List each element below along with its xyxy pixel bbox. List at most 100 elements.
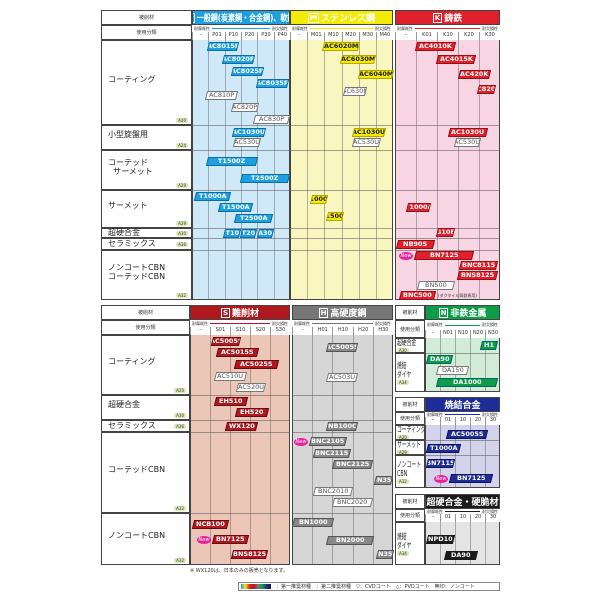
grade-chip[interactable]: AC820P — [476, 85, 497, 94]
grade-chip[interactable]: AC5005S — [445, 430, 489, 439]
grade-chip[interactable]: BNS8125 — [230, 550, 269, 559]
row-divider — [190, 395, 290, 396]
material-header-label: 被削材 — [395, 305, 425, 320]
wear-toughness-scale: 耐摩耗性 耐欠損性 — [425, 509, 500, 514]
grade-chip[interactable]: AC510U — [213, 372, 248, 381]
grade-chip[interactable]: BN350 — [373, 476, 394, 485]
grade-chip[interactable]: BNC8115 — [458, 261, 499, 270]
grade-chip[interactable]: WX120 — [224, 422, 259, 431]
scale-arrow — [312, 323, 373, 324]
row-label-cell: ノンコート CBN A32 — [395, 455, 425, 488]
grade-chip[interactable]: AC5015S — [215, 348, 260, 357]
grade-chip[interactable]: AC820P — [230, 103, 260, 112]
grade-chip[interactable]: AC630M — [342, 87, 368, 96]
grade-chip[interactable]: AC420K — [457, 70, 492, 79]
grade-chip[interactable]: BNC2125 — [331, 460, 374, 469]
grade-chip[interactable]: EH510 — [213, 397, 249, 406]
grade-chip[interactable]: AC520U — [235, 383, 267, 392]
grade-chip[interactable]: BNS8125 — [456, 271, 499, 280]
grade-chip[interactable]: AC830P — [252, 115, 291, 124]
grade-chip[interactable]: T1000A — [193, 192, 232, 201]
grade-chip[interactable]: BN7125 — [448, 474, 494, 483]
p-steel-title: 一般鋼(炭素鋼・合金鋼)、軟鋼 — [196, 14, 290, 24]
grade-chip[interactable]: NB90S — [395, 240, 436, 249]
grade-name: T1000A — [429, 444, 458, 452]
grade-chip[interactable]: BNC2115 — [312, 449, 352, 458]
grade-chip[interactable]: EH520 — [234, 408, 270, 417]
grade-chip[interactable]: BN7125 — [413, 251, 475, 260]
toughness-label: 耐欠損性 — [272, 25, 288, 31]
row-divider — [190, 420, 290, 421]
grade-chip[interactable]: BNC2010 — [312, 487, 354, 496]
grade-chip[interactable]: G10E — [435, 228, 456, 237]
grade-chip[interactable]: H1 — [479, 341, 499, 350]
grade-chip[interactable]: NPD10 — [425, 535, 456, 544]
grade-chip[interactable]: BNC2105 — [308, 437, 348, 446]
grade-chip[interactable]: AC530U — [232, 138, 262, 147]
grade-chip[interactable]: AC530U — [453, 138, 482, 147]
grade-chip[interactable]: AC6020M — [321, 42, 361, 51]
row-divider — [395, 150, 500, 151]
grade-chip[interactable]: DA90 — [425, 355, 454, 364]
grade-chip[interactable]: T2500A — [233, 214, 274, 223]
grade-chip[interactable]: T1500A — [217, 203, 254, 212]
row-divider — [290, 125, 393, 126]
grade-name: AC520U — [237, 383, 265, 391]
grade-chip[interactable]: DA1000 — [435, 378, 499, 387]
legend-second: ：第二推奨材種 — [316, 584, 352, 590]
toughness-label: 耐欠損性 — [375, 320, 391, 326]
grade-chip[interactable]: BN1000 — [291, 518, 335, 527]
grade-chip[interactable]: AC1030U — [351, 128, 387, 137]
grade-chip[interactable]: BN500 — [416, 281, 456, 290]
h-hardened-header-content: H 高硬度鋼 — [318, 306, 366, 319]
wear-toughness-scale: 耐摩耗性 耐欠損性 — [290, 25, 393, 32]
grade-chip[interactable]: BNC500 — [398, 291, 437, 300]
tick-H10: H10 — [332, 327, 353, 335]
grade-chip[interactable]: BN7115 — [425, 459, 456, 468]
grade-chip[interactable]: NB100C — [325, 422, 359, 431]
grade-chip[interactable]: BN7125 — [211, 535, 250, 544]
row-label: コーティング — [108, 74, 156, 84]
grade-chip[interactable]: AC503U — [325, 373, 359, 382]
grade-chip[interactable]: A30 — [256, 229, 275, 238]
grade-name: AC8035P — [256, 79, 289, 87]
grade-chip[interactable]: AC4015K — [435, 55, 477, 64]
grade-chip[interactable]: NCB100 — [191, 520, 230, 529]
wear-toughness-scale: 耐摩耗性 耐欠損性 — [190, 320, 290, 327]
tick-30: 30 — [485, 514, 500, 522]
grade-chip[interactable]: AC5005S — [325, 343, 359, 352]
grade-chip[interactable]: AC6040M — [357, 70, 395, 79]
grade-chip[interactable]: BN350 — [375, 550, 395, 559]
grade-chip[interactable]: AC810P — [204, 91, 239, 100]
grade-chip[interactable]: T1000A — [425, 444, 462, 453]
grade-chip[interactable]: AC530U — [351, 138, 382, 147]
grade-chip[interactable]: BNC2020 — [331, 498, 374, 507]
grade-chip[interactable]: DA150 — [435, 366, 470, 375]
s-difficult-iso-letter: S — [220, 307, 231, 318]
grade-chip[interactable]: ST10P — [222, 229, 242, 238]
grade-chip[interactable]: AC1030U — [447, 128, 489, 137]
grade-chip[interactable]: AC1030U — [231, 128, 267, 137]
grade-chip[interactable]: AC4010K — [414, 42, 457, 51]
grade-chip[interactable]: AC6030M — [339, 55, 377, 64]
grade-chip[interactable]: AC5005S — [210, 337, 242, 346]
grade-chip[interactable]: T1500A — [325, 212, 345, 221]
new-badge: New — [399, 251, 413, 260]
row-label: サーメット — [108, 201, 148, 211]
grade-chip[interactable]: DA90 — [443, 551, 479, 560]
h-hardened-iso-letter: H — [318, 307, 329, 318]
grade-chip[interactable]: AC8015P — [206, 42, 240, 51]
grade-chip[interactable]: AC8025P — [230, 67, 265, 76]
grade-chip[interactable]: AC8020P — [221, 55, 256, 64]
grade-chip[interactable]: AC5025S — [233, 360, 280, 369]
row-label: ノンコートCBN — [108, 531, 166, 541]
grade-chip[interactable]: T1500Z — [205, 157, 259, 166]
grade-chip[interactable]: T2500Z — [239, 174, 291, 183]
grade-chip[interactable]: T1000A — [309, 195, 329, 204]
grade-chip[interactable]: BN2000 — [325, 536, 375, 545]
grade-chip[interactable]: T1000A — [405, 203, 432, 212]
row-divider — [395, 250, 500, 251]
grade-chip[interactable]: ST20E — [239, 229, 258, 238]
grade-name: T2500A — [239, 214, 268, 222]
grade-chip[interactable]: AC8035P — [255, 79, 290, 88]
